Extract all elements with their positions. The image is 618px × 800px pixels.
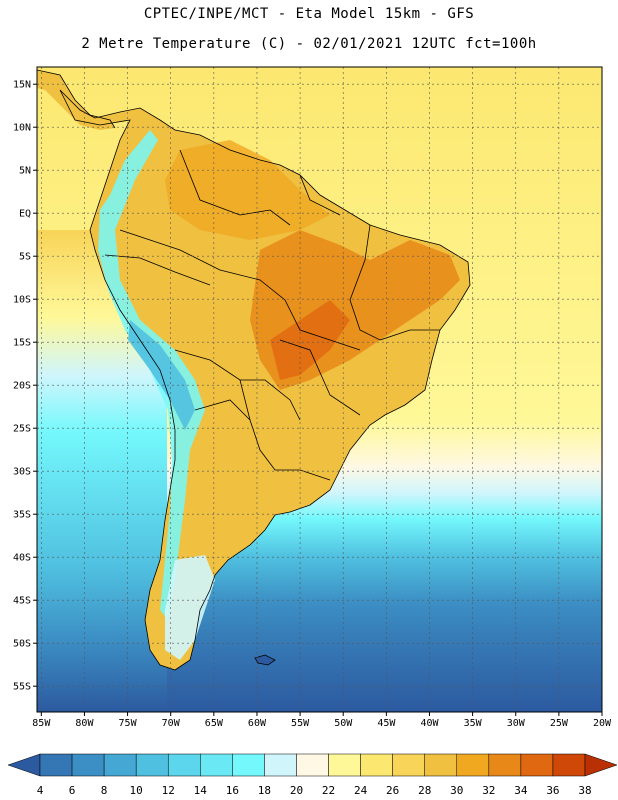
latitude-axis: 15N 10N 5N EQ 5S 10S 15S 20S 25S 30S 35S 40S 45S 50S 5… bbox=[13, 80, 37, 693]
colorbar-swatch bbox=[71, 753, 105, 777]
lon-tick-label: 50W bbox=[334, 718, 353, 729]
lon-tick-label: 85W bbox=[32, 718, 51, 729]
colorbar-label: 14 bbox=[194, 784, 208, 797]
lat-tick-label: 45S bbox=[13, 596, 31, 607]
lat-tick-label: 25S bbox=[13, 424, 31, 435]
lon-tick-label: 25W bbox=[550, 718, 569, 729]
colorbar-max-arrow bbox=[584, 753, 618, 777]
warm-north-region bbox=[165, 140, 330, 240]
lat-tick-label: 40S bbox=[13, 553, 31, 564]
lat-tick-label: 10N bbox=[13, 123, 31, 134]
graticule bbox=[37, 67, 602, 712]
colorbar-label: 32 bbox=[482, 784, 495, 797]
map-subtitle: 2 Metre Temperature (C) - 02/01/2021 12U… bbox=[81, 36, 537, 52]
lon-tick-label: 30W bbox=[507, 718, 526, 729]
falkland-islands bbox=[254, 654, 276, 666]
colorbar-label: 36 bbox=[546, 784, 559, 797]
colorbar-swatch bbox=[232, 753, 265, 777]
map-title: CPTEC/INPE/MCT - Eta Model 15km - GFS bbox=[143, 6, 475, 22]
lat-tick-label: 20S bbox=[13, 381, 31, 392]
hottest-region bbox=[270, 300, 350, 380]
colorbar-swatch bbox=[392, 753, 425, 777]
lat-tick-label: 30S bbox=[13, 467, 31, 478]
colorbar-label: 34 bbox=[514, 784, 528, 797]
colorbar-label: 20 bbox=[290, 784, 303, 797]
lat-tick-label: 50S bbox=[13, 639, 31, 650]
colorbar-swatch bbox=[488, 753, 522, 777]
central-america-landmass bbox=[37, 70, 115, 130]
lon-tick-label: 45W bbox=[377, 718, 396, 729]
colorbar-label: 22 bbox=[322, 784, 335, 797]
lon-tick-label: 20W bbox=[593, 718, 612, 729]
colorbar-label: 6 bbox=[69, 784, 76, 797]
colorbar-swatch bbox=[296, 753, 329, 777]
colorbar-swatch bbox=[552, 753, 586, 777]
lon-tick-label: 70W bbox=[162, 718, 181, 729]
lon-tick-label: 60W bbox=[248, 718, 267, 729]
colorbar-label: 18 bbox=[258, 784, 271, 797]
colorbar-swatch bbox=[456, 753, 490, 777]
lon-tick-label: 75W bbox=[119, 718, 138, 729]
colorbar-label: 24 bbox=[354, 784, 368, 797]
andes-cool-band bbox=[98, 130, 205, 620]
lat-tick-label: 55S bbox=[13, 682, 31, 693]
colorbar-swatch bbox=[103, 753, 137, 777]
colorbar-label: 12 bbox=[162, 784, 175, 797]
colorbar-label: 26 bbox=[386, 784, 399, 797]
colorbar-swatch bbox=[167, 753, 201, 777]
colorbar-label: 38 bbox=[578, 784, 591, 797]
colorbar-label: 8 bbox=[101, 784, 108, 797]
colorbar-swatch bbox=[520, 753, 554, 777]
lat-tick-label: 5N bbox=[19, 166, 31, 177]
colorbar-label: 4 bbox=[37, 784, 44, 797]
lat-tick-label: 10S bbox=[13, 295, 31, 306]
lat-tick-label: 15S bbox=[13, 338, 31, 349]
lat-tick-label: 5S bbox=[19, 252, 31, 263]
colorbar-swatch bbox=[424, 753, 458, 777]
colorbar bbox=[7, 753, 618, 777]
lat-tick-label: 15N bbox=[13, 80, 31, 91]
lat-tick-label: 35S bbox=[13, 510, 31, 521]
colorbar-swatch bbox=[264, 753, 297, 777]
plot-frame bbox=[36, 66, 603, 713]
colorbar-swatch bbox=[135, 753, 169, 777]
lat-tick-label: EQ bbox=[19, 209, 31, 220]
colorbar-swatch bbox=[328, 753, 361, 777]
colorbar-swatch bbox=[200, 753, 233, 777]
colorbar-label: 10 bbox=[130, 784, 143, 797]
colorbar-min-arrow bbox=[7, 753, 41, 777]
longitude-axis: 85W 80W 75W 70W 65W 60W 55W 50W 45W 40W 35W 30W 25W 2… bbox=[32, 712, 612, 729]
colorbar-labels: 4 6 8 10 12 14 16 18 20 22 24 26 28 30 32 34 36 38 bbox=[37, 784, 592, 797]
lon-tick-label: 55W bbox=[291, 718, 310, 729]
lon-tick-label: 40W bbox=[420, 718, 439, 729]
country-borders bbox=[37, 69, 471, 671]
patagonia-cool-region bbox=[165, 555, 215, 660]
colorbar-swatch bbox=[360, 753, 393, 777]
lon-tick-label: 80W bbox=[75, 718, 94, 729]
colorbar-label: 28 bbox=[418, 784, 431, 797]
colorbar-swatch bbox=[39, 753, 73, 777]
lon-tick-label: 35W bbox=[464, 718, 483, 729]
colorbar-label: 30 bbox=[450, 784, 463, 797]
colorbar-label: 16 bbox=[226, 784, 239, 797]
lon-tick-label: 65W bbox=[205, 718, 224, 729]
